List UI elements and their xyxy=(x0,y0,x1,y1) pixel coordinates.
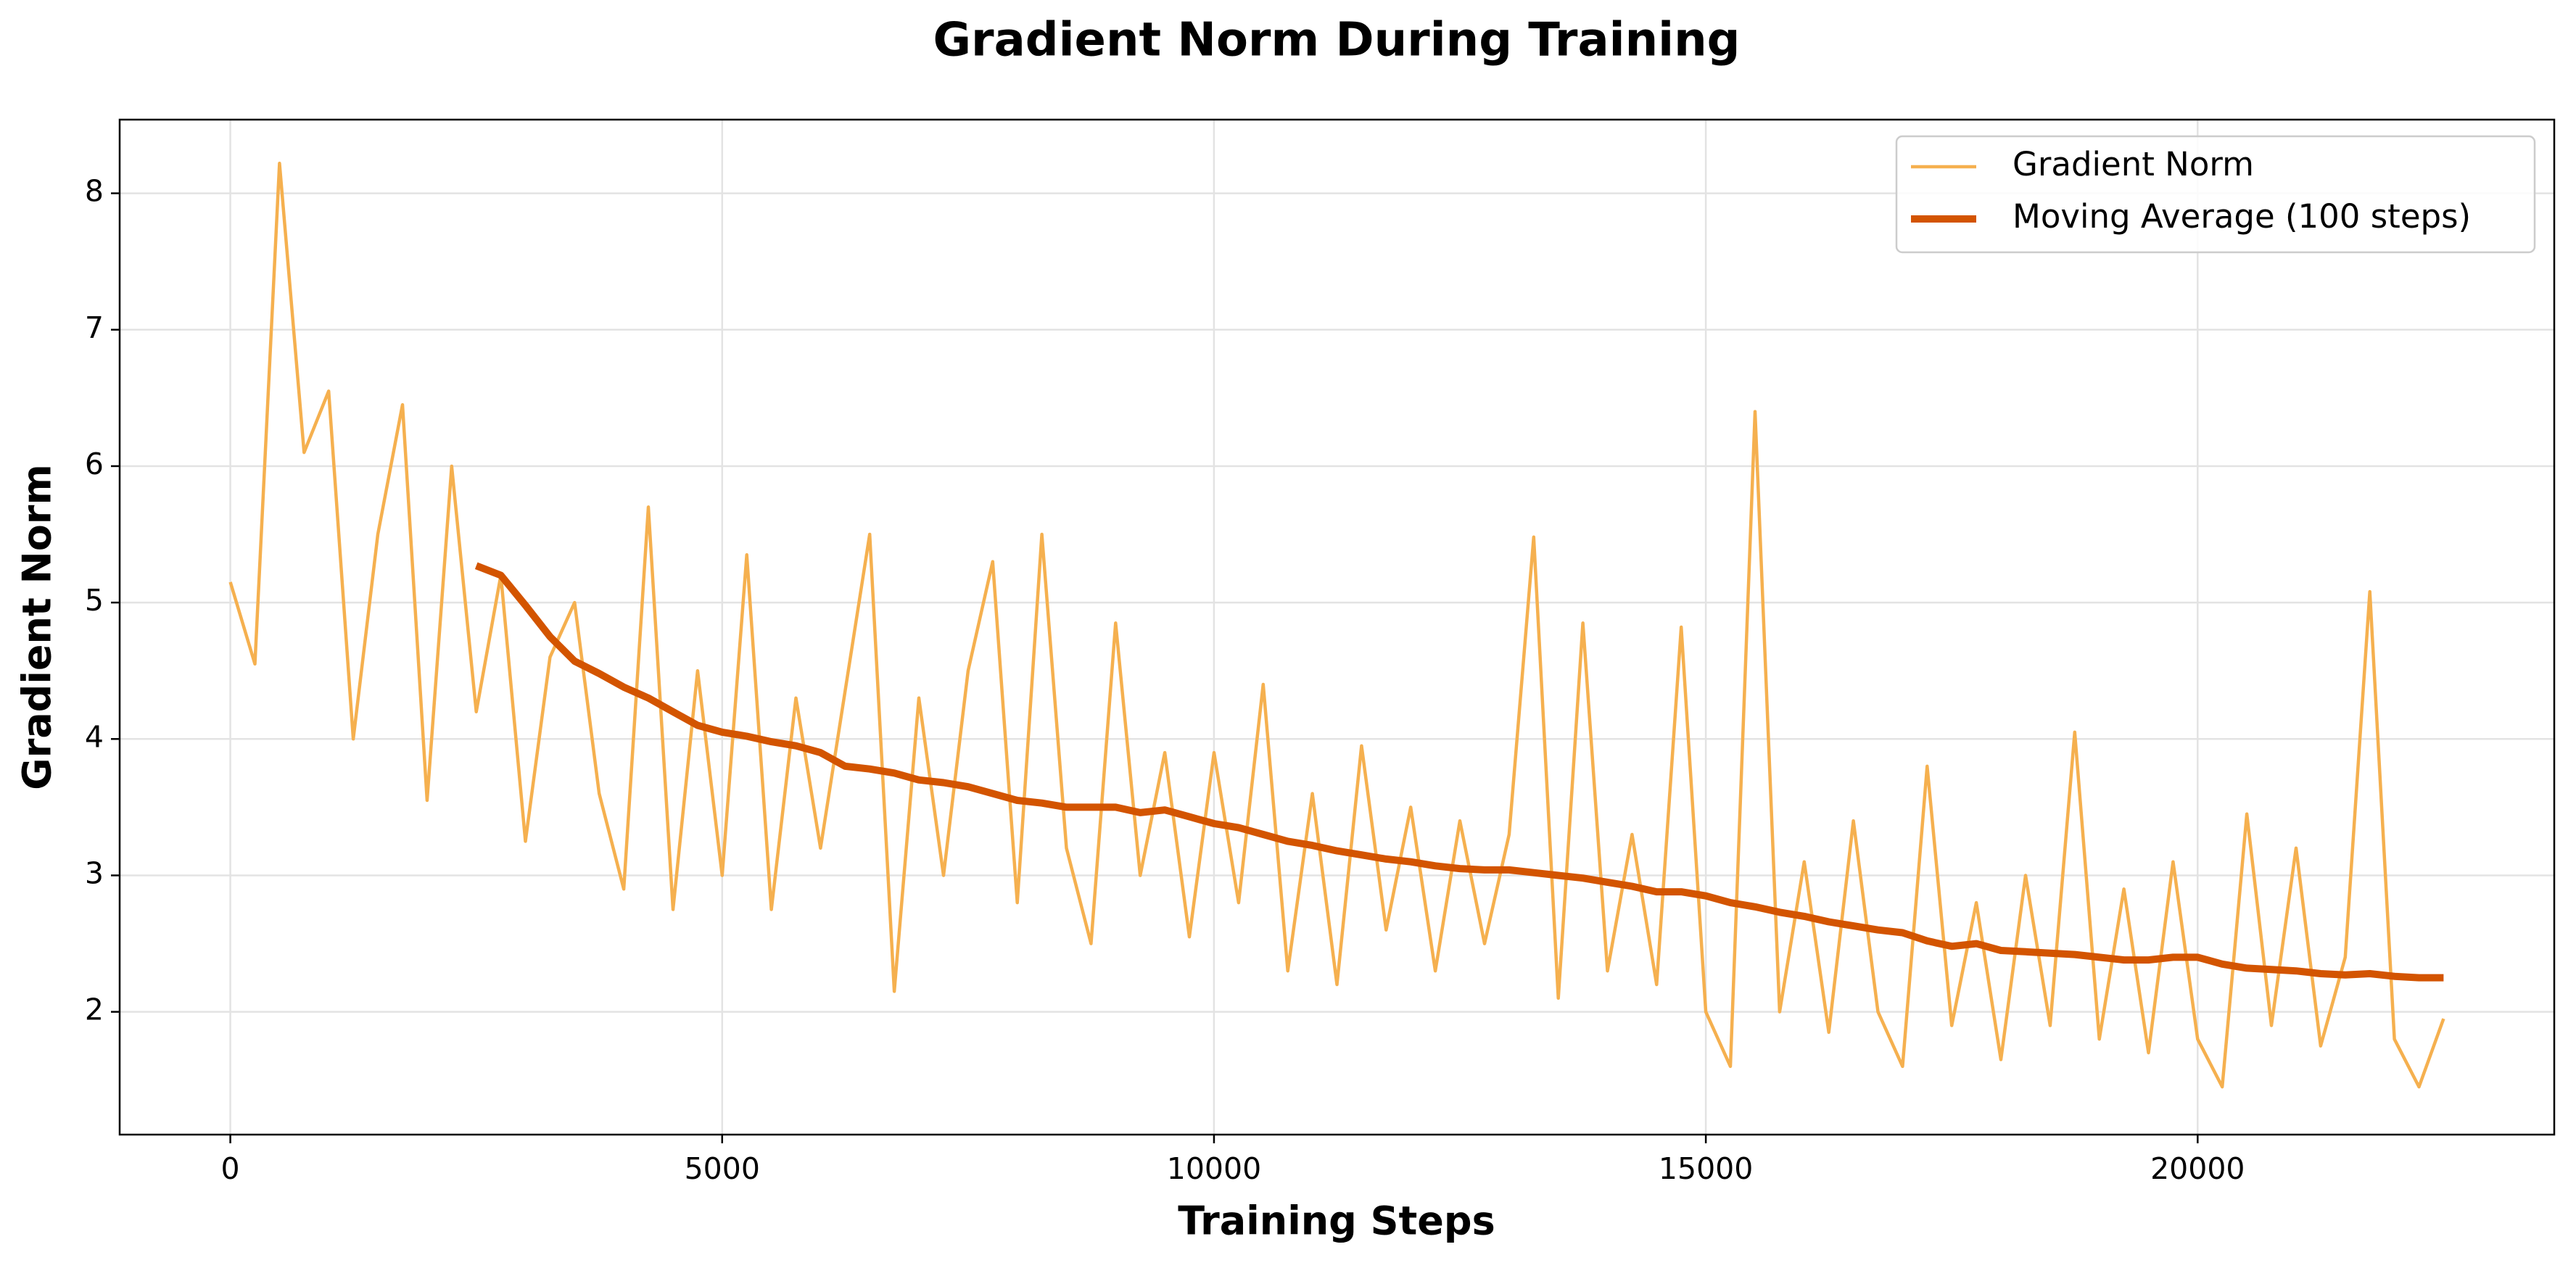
x-tick-label: 5000 xyxy=(685,1151,760,1186)
y-tick-label: 6 xyxy=(85,447,104,481)
x-tick-label: 15000 xyxy=(1659,1151,1753,1186)
legend-label: Gradient Norm xyxy=(2012,145,2254,183)
y-axis-label: Gradient Norm xyxy=(15,464,60,790)
x-axis-label: Training Steps xyxy=(1178,1198,1495,1244)
y-tick-label: 5 xyxy=(85,583,104,618)
data-line xyxy=(474,562,2444,982)
y-tick-label: 3 xyxy=(85,855,104,890)
legend-box xyxy=(1895,135,2536,254)
x-tick-label: 20000 xyxy=(2150,1151,2245,1186)
y-tick-label: 8 xyxy=(85,174,104,209)
data-line xyxy=(228,161,2445,1089)
y-tick-label: 4 xyxy=(85,719,104,754)
x-tick-label: 10000 xyxy=(1167,1151,1261,1186)
x-tick-label: 0 xyxy=(221,1151,240,1186)
legend-label: Moving Average (100 steps) xyxy=(2012,197,2471,236)
y-tick-label: 7 xyxy=(85,310,104,345)
y-tick-label: 2 xyxy=(85,993,104,1027)
chart-title: Gradient Norm During Training xyxy=(933,14,1741,67)
plot-frame xyxy=(118,118,2556,1136)
